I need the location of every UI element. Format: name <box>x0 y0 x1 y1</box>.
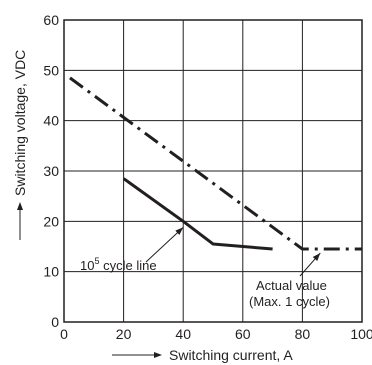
x-tick-label: 80 <box>295 326 311 342</box>
x-axis-title-arrowhead <box>154 352 162 358</box>
y-axis-title-arrowhead <box>17 202 23 210</box>
y-tick-label: 30 <box>43 163 59 179</box>
plot-frame <box>63 19 363 323</box>
y-tick-label: 10 <box>43 264 59 280</box>
x-tick-label: 60 <box>235 326 251 342</box>
y-tick-label: 20 <box>43 213 59 229</box>
annotation-cycle-line-exponent: 5 <box>94 256 99 266</box>
series-line-1 <box>69 76 362 251</box>
annotation-actual-value-line2: (Max. 1 cycle) <box>249 294 330 309</box>
y-axis-title-group: Switching voltage, VDC <box>12 50 28 240</box>
x-tick-label: 0 <box>60 326 68 342</box>
grid <box>63 19 363 323</box>
x-tick-label: 20 <box>116 326 132 342</box>
series-line-0 <box>122 177 273 251</box>
arrow-cycle-line <box>145 226 184 263</box>
tick-labels: 0 20 40 60 80 100 0 10 20 30 40 50 60 <box>43 12 372 342</box>
y-tick-label: 50 <box>43 62 59 78</box>
annotation-cycle-line-text: cycle line <box>99 258 156 273</box>
arrow-actual-value-head <box>312 253 321 262</box>
x-tick-label: 40 <box>175 326 191 342</box>
x-axis-title-group: Switching current, A <box>112 347 293 363</box>
annotation-arrows <box>145 226 321 277</box>
arrow-cycle-line-head <box>175 227 184 235</box>
y-tick-label: 60 <box>43 12 59 28</box>
y-tick-label: 0 <box>51 314 59 330</box>
annotation-cycle-line-base: 10 <box>80 258 94 273</box>
y-tick-label: 40 <box>43 113 59 129</box>
x-tick-label: 100 <box>350 326 372 342</box>
series-layer <box>69 76 362 251</box>
x-axis-title: Switching current, A <box>169 347 293 363</box>
annotation-cycle-line: 105 cycle line <box>80 256 157 273</box>
y-axis-title: Switching voltage, VDC <box>12 50 28 196</box>
annotation-actual-value-line1: Actual value <box>256 278 327 293</box>
